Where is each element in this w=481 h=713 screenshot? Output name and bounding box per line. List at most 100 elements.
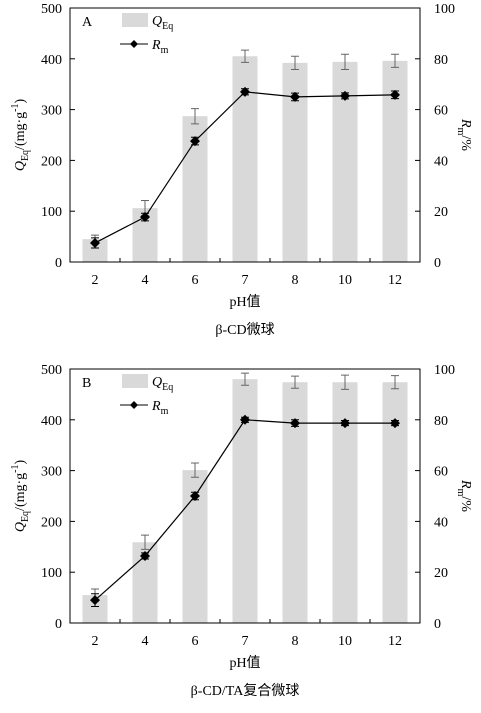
legend-swatch [122, 13, 148, 27]
bar [82, 239, 108, 262]
y-tick-label: 100 [41, 205, 62, 220]
x-tick-label: 8 [292, 273, 299, 288]
legend-name: Q [152, 14, 162, 29]
legend-name: R [151, 38, 161, 53]
legend-marker [130, 401, 138, 409]
y2-tick-label: 0 [434, 256, 441, 271]
y-label-sup: -1 [10, 464, 21, 472]
y-axis-label: QEq/(mg·g-1) [10, 98, 31, 171]
legend-sub: m [161, 45, 169, 56]
y2-label-sub: m [455, 128, 466, 136]
y2-tick-label: 60 [434, 465, 448, 480]
caption: β-CD/TA复合微球 [191, 682, 300, 699]
x-tick-label: 4 [142, 273, 149, 288]
error-bar [141, 534, 149, 550]
y2-label-rest: /% [458, 135, 473, 151]
marker [190, 491, 200, 501]
y2-axis-label: Rm/% [455, 118, 473, 151]
y-label-sup: -1 [10, 103, 21, 111]
y-tick-label: 500 [41, 363, 62, 378]
marker [240, 414, 250, 425]
x-tick-label: 4 [142, 634, 149, 649]
error-bar [241, 49, 249, 63]
x-tick-label: 2 [92, 273, 99, 288]
error-bar [391, 375, 399, 390]
error-bar [241, 372, 249, 386]
marker [90, 237, 100, 248]
legend-label: QEq [152, 14, 173, 32]
y-label-sub: Eq [20, 150, 31, 161]
legend-marker [130, 40, 138, 48]
y-label-sub: Eq [20, 511, 31, 522]
x-tick-label: 7 [242, 634, 249, 649]
y2-label-sub: m [455, 489, 466, 497]
marker [240, 86, 250, 97]
marker [340, 418, 350, 429]
y-label-rest: /(mg·g [13, 112, 28, 150]
y2-tick-label: 60 [434, 104, 448, 119]
x-tick-label: 6 [192, 273, 199, 288]
y-tick-label: 500 [41, 2, 62, 17]
plot-frame [69, 7, 421, 263]
error-bar [391, 53, 399, 68]
y2-label-main: R [458, 118, 473, 128]
error-bar [291, 375, 299, 389]
y2-tick-label: 40 [434, 154, 448, 169]
y-label-rest: /(mg·g [13, 473, 28, 511]
y2-label-main: R [458, 479, 473, 489]
panel-label: A [82, 15, 93, 30]
y-tick-label: 400 [41, 414, 62, 429]
y-tick-label: 300 [41, 465, 62, 480]
y2-tick-label: 20 [434, 566, 448, 581]
error-bar [341, 53, 349, 70]
y2-tick-label: 80 [434, 414, 448, 429]
error-bar [191, 108, 199, 125]
y2-tick-label: 100 [434, 2, 455, 17]
y2-axis-label: Rm/% [455, 479, 473, 512]
x-tick-label: 10 [338, 634, 352, 649]
y-tick-label: 0 [55, 256, 62, 271]
y-tick-label: 100 [41, 566, 62, 581]
y2-tick-label: 40 [434, 515, 448, 530]
x-tick-label: 7 [242, 273, 249, 288]
marker [290, 91, 300, 102]
marker [190, 136, 200, 147]
caption: β-CD微球 [215, 322, 274, 338]
error-bar [191, 462, 199, 478]
legend-name: R [151, 399, 161, 414]
y-tick-label: 200 [41, 515, 62, 530]
marker [390, 89, 400, 100]
x-tick-label: 12 [388, 634, 402, 649]
panel-label: B [82, 376, 91, 391]
y2-tick-label: 100 [434, 363, 455, 378]
y-tick-label: 300 [41, 104, 62, 119]
marker [340, 90, 350, 101]
legend-swatch [122, 374, 148, 388]
x-tick-label: 8 [292, 634, 299, 649]
marker [390, 418, 400, 429]
y2-tick-label: 0 [434, 617, 441, 632]
y-tick-label: 200 [41, 154, 62, 169]
error-bar [291, 55, 299, 70]
legend-sub: Eq [162, 382, 173, 393]
legend-sub: Eq [162, 21, 173, 32]
legend-name: Q [152, 375, 162, 390]
legend-sub: m [161, 406, 169, 417]
y-tick-label: 0 [55, 617, 62, 632]
y-label-end: ) [13, 98, 28, 103]
y2-label-rest: /% [458, 496, 473, 512]
x-tick-label: 6 [192, 634, 199, 649]
y-tick-label: 400 [41, 53, 62, 68]
legend-label: Rm [151, 399, 169, 417]
plot-frame [69, 368, 421, 624]
legend-label: Rm [151, 38, 169, 56]
marker [140, 212, 150, 223]
y-label-main: Q [13, 522, 28, 532]
x-axis-label: pH值 [229, 655, 260, 671]
x-tick-label: 2 [92, 634, 99, 649]
y-axis-label: QEq/(mg·g-1) [10, 459, 31, 532]
x-tick-label: 10 [338, 273, 352, 288]
y2-tick-label: 20 [434, 205, 448, 220]
error-bar [341, 374, 349, 390]
